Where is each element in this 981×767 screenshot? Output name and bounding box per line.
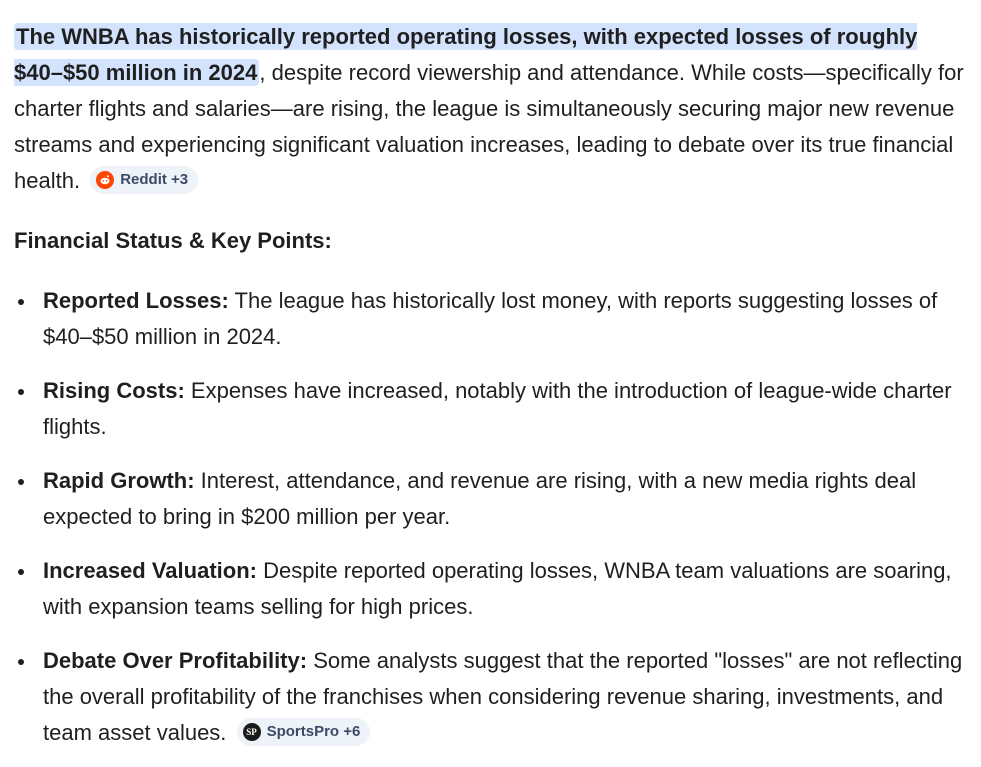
point-text: The league has historically lost money, … — [43, 288, 938, 349]
answer-content: The WNBA has historically reported opera… — [14, 19, 967, 751]
point-term: Rapid Growth: — [43, 468, 195, 493]
list-item: Rising Costs: Expenses have increased, n… — [18, 373, 967, 445]
source-chip-label: SportsPro +6 — [266, 723, 361, 741]
list-item: Debate Over Profitability: Some analysts… — [18, 643, 967, 751]
sportspro-icon: SP — [242, 723, 261, 742]
key-points-list: Reported Losses: The league has historic… — [14, 283, 967, 751]
point-term: Increased Valuation: — [43, 558, 257, 583]
point-text: Interest, attendance, and revenue are ri… — [43, 468, 917, 529]
list-item: Reported Losses: The league has historic… — [18, 283, 967, 355]
list-item: Increased Valuation: Despite reported op… — [18, 553, 967, 625]
point-term: Debate Over Profitability: — [43, 648, 308, 673]
section-heading: Financial Status & Key Points: — [14, 228, 332, 253]
point-text: Despite reported operating losses, WNBA … — [43, 558, 952, 619]
source-chip-reddit[interactable]: Reddit +3 — [90, 166, 199, 195]
source-chip-sportspro[interactable]: SP SportsPro +6 — [236, 718, 371, 747]
point-text: Some analysts suggest that the reported … — [43, 648, 963, 745]
intro-paragraph: The WNBA has historically reported opera… — [14, 19, 967, 199]
source-chip-label: Reddit +3 — [120, 171, 189, 189]
point-term: Reported Losses: — [43, 288, 229, 313]
reddit-icon — [96, 171, 115, 190]
point-term: Rising Costs: — [43, 378, 185, 403]
intro-text: , despite record viewership and attendan… — [14, 60, 964, 193]
point-text: Expenses have increased, notably with th… — [43, 378, 952, 439]
list-item: Rapid Growth: Interest, attendance, and … — [18, 463, 967, 535]
